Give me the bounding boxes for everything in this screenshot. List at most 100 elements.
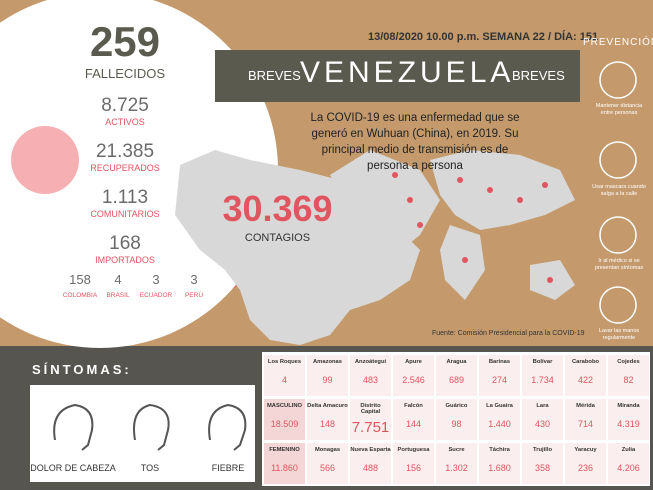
table-cell xyxy=(307,355,348,396)
state-value: 11.860 xyxy=(271,463,298,473)
state-value: 689 xyxy=(448,375,465,385)
state-name: Los Roques xyxy=(267,359,302,365)
state-name: Mérida xyxy=(576,403,595,409)
imported-value: 158 xyxy=(69,272,91,287)
state-name: Amazonas xyxy=(313,359,342,365)
state-value: 483 xyxy=(362,375,379,385)
table-cell xyxy=(608,399,649,440)
state-name: Monagas xyxy=(314,447,341,453)
state-name: Cojedes xyxy=(617,359,640,365)
table-cell xyxy=(522,443,563,484)
table-cell xyxy=(436,355,477,396)
state-value: 566 xyxy=(319,463,336,473)
deaths-label: FALLECIDOS xyxy=(84,66,166,81)
prevention-item: Lavar las manos regularmente xyxy=(598,328,640,341)
imported-label: BRASIL xyxy=(106,292,130,299)
date-line: 13/08/2020 10.00 p.m. SEMANA 22 / DÍA: 1… xyxy=(368,31,599,43)
state-value: 1.302 xyxy=(445,463,468,473)
state-value: 236 xyxy=(577,463,594,473)
deaths-value: 259 xyxy=(89,18,161,65)
table-cell xyxy=(350,355,391,396)
table-cell xyxy=(436,443,477,484)
prevention-item: Usar mascara cuando salga a la calle xyxy=(592,184,646,197)
state-value: 156 xyxy=(405,463,422,473)
table-cell xyxy=(307,443,348,484)
state-name: Sucre xyxy=(448,447,465,453)
imported-label: COLOMBIA xyxy=(62,292,98,299)
imported-value: 3 xyxy=(152,272,160,287)
state-name: Miranda xyxy=(617,403,640,409)
stat-value: 21.385 xyxy=(95,141,155,162)
state-name: Carabobo xyxy=(571,359,600,365)
state-name: La Guaira xyxy=(486,403,513,409)
stat-label: ACTIVOS xyxy=(105,117,145,127)
imported-label: ECUADOR xyxy=(139,292,173,299)
symptom-label: DOLOR DE CABEZA xyxy=(30,463,116,473)
state-value: 4 xyxy=(281,375,287,385)
state-value: 1.680 xyxy=(488,463,511,473)
table-cell xyxy=(479,399,520,440)
state-value: 714 xyxy=(577,419,594,429)
source: Fuente: Comisión Presidencial para la CO… xyxy=(432,330,585,337)
state-name: Trujillo xyxy=(532,447,552,453)
stat-value: 8.725 xyxy=(101,95,149,116)
state-name: FEMENINO xyxy=(269,447,300,453)
state-value: 358 xyxy=(534,463,551,473)
state-value: 82 xyxy=(623,375,634,385)
table-cell xyxy=(350,443,391,484)
state-value: 4.206 xyxy=(617,463,640,473)
stat-value: 168 xyxy=(109,233,141,254)
state-name: Nueva Esparta xyxy=(350,447,391,453)
stat-label: COMUNITARIOS xyxy=(90,209,160,219)
brand: BREVES xyxy=(512,68,565,83)
state-name: Falcón xyxy=(404,403,423,409)
table-cell xyxy=(393,443,434,484)
state-name: Guárico xyxy=(445,403,468,409)
state-value: 1.734 xyxy=(531,375,554,385)
prevention-item: Mantener distancia entre personas xyxy=(595,103,643,116)
table-cell xyxy=(264,399,305,440)
table-cell xyxy=(479,443,520,484)
prevention-title: PREVENCIÓN xyxy=(583,37,653,48)
table-cell xyxy=(393,399,434,440)
table-cell xyxy=(393,355,434,396)
state-value: 422 xyxy=(577,375,594,385)
imported-label: PERÚ xyxy=(184,292,204,299)
state-name: Delta Amacuro xyxy=(307,403,348,409)
state-value: 148 xyxy=(319,419,336,429)
brand: BREVES xyxy=(248,68,301,83)
table-cell xyxy=(608,355,649,396)
table-cell xyxy=(608,443,649,484)
table-cell xyxy=(522,355,563,396)
state-value: 99 xyxy=(322,375,333,385)
table-cell xyxy=(522,399,563,440)
cases-value: 30.369 xyxy=(222,188,333,229)
table-cell xyxy=(436,399,477,440)
state-name: Zulia xyxy=(621,447,636,453)
imported-value: 3 xyxy=(190,272,198,287)
table-cell xyxy=(565,355,606,396)
state-name: Distrito Capital xyxy=(360,403,381,415)
state-name: Lara xyxy=(536,403,549,409)
table-cell xyxy=(264,355,305,396)
state-value: 144 xyxy=(405,419,422,429)
state-value: 98 xyxy=(451,419,462,429)
state-name: Aragua xyxy=(446,359,467,365)
state-name: Yaracuy xyxy=(574,447,597,453)
symptoms-title: SÍNTOMAS: xyxy=(32,362,132,377)
state-value: 1.440 xyxy=(488,419,511,429)
state-value: 2.546 xyxy=(402,375,425,385)
description: La COVID-19 es una enfermedad que se gen… xyxy=(310,112,520,172)
title: VENEZUELA xyxy=(300,56,515,89)
state-name: Bolívar xyxy=(532,359,553,365)
state-value: 7.751 xyxy=(351,419,390,436)
state-name: Anzoátegui xyxy=(354,359,387,365)
state-value: 4.319 xyxy=(617,419,640,429)
table-cell xyxy=(264,443,305,484)
table-cell xyxy=(479,355,520,396)
state-value: 18.509 xyxy=(270,419,299,429)
table-cell xyxy=(307,399,348,440)
table-cell xyxy=(350,399,391,440)
symptom-label: FIEBRE xyxy=(211,463,245,473)
